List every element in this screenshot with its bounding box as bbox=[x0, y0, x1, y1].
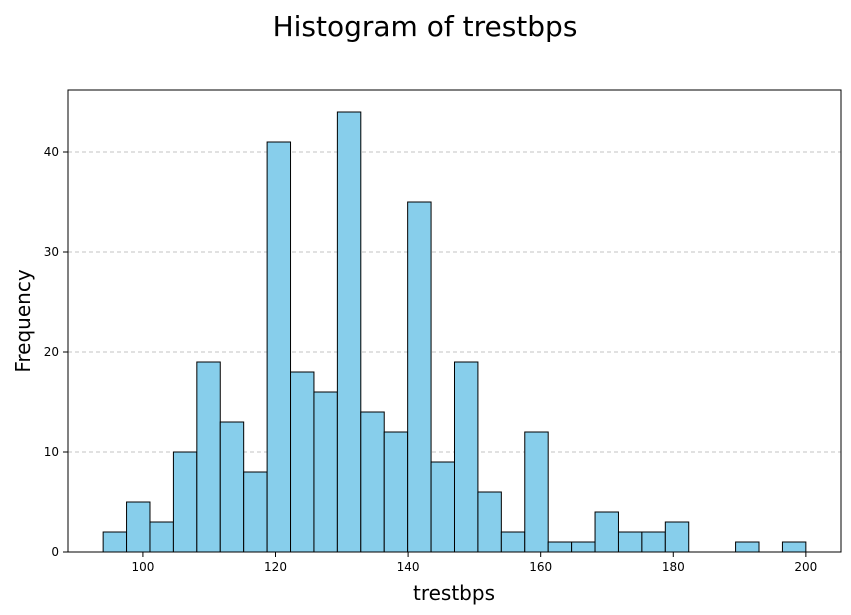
y-tick-label-40: 40 bbox=[44, 145, 59, 159]
plot-frame bbox=[67, 89, 842, 553]
bar-10 bbox=[336, 111, 362, 553]
bar-20 bbox=[571, 541, 596, 553]
y-tick-label-10: 10 bbox=[44, 445, 59, 459]
bar-6 bbox=[243, 471, 268, 553]
bar-3 bbox=[172, 451, 198, 553]
y-tick-label-30: 30 bbox=[44, 245, 59, 259]
bar-19 bbox=[547, 541, 573, 553]
bar-12 bbox=[383, 431, 409, 553]
x-tick-label-160: 160 bbox=[529, 560, 552, 574]
y-tick-label-0: 0 bbox=[51, 545, 59, 559]
bar-11 bbox=[360, 411, 385, 553]
bar-14 bbox=[430, 461, 455, 553]
bar-8 bbox=[290, 371, 315, 553]
bar-18 bbox=[524, 431, 549, 553]
y-tick-label-20: 20 bbox=[44, 345, 59, 359]
chart-title: Histogram of trestbps bbox=[273, 10, 578, 43]
bar-4 bbox=[196, 361, 221, 553]
bar-13 bbox=[407, 201, 432, 553]
bar-2 bbox=[149, 521, 174, 553]
bar-5 bbox=[219, 421, 245, 553]
bar-7 bbox=[266, 141, 292, 553]
bar-16 bbox=[477, 491, 502, 553]
bar-1 bbox=[126, 501, 151, 553]
x-tick-label-180: 180 bbox=[662, 560, 685, 574]
y-axis-label: Frequency bbox=[11, 269, 35, 372]
bar-29 bbox=[781, 541, 807, 553]
x-axis-ticks: 100 120 140 160 180 200 bbox=[131, 552, 817, 574]
bar-0 bbox=[102, 531, 128, 553]
bar-24 bbox=[664, 521, 690, 553]
x-tick-label-100: 100 bbox=[131, 560, 154, 574]
x-tick-label-140: 140 bbox=[397, 560, 420, 574]
bar-21 bbox=[594, 511, 619, 553]
bar-27 bbox=[735, 541, 760, 553]
x-tick-label-200: 200 bbox=[794, 560, 817, 574]
histogram-bars bbox=[102, 111, 807, 553]
x-axis-label: trestbps bbox=[413, 581, 495, 605]
bar-9 bbox=[313, 391, 338, 553]
bar-17 bbox=[500, 531, 526, 553]
bar-15 bbox=[453, 361, 479, 553]
bar-23 bbox=[641, 531, 666, 553]
x-tick-label-120: 120 bbox=[264, 560, 287, 574]
y-axis-ticks: 0 10 20 30 40 bbox=[44, 145, 68, 559]
bar-22 bbox=[617, 531, 643, 553]
